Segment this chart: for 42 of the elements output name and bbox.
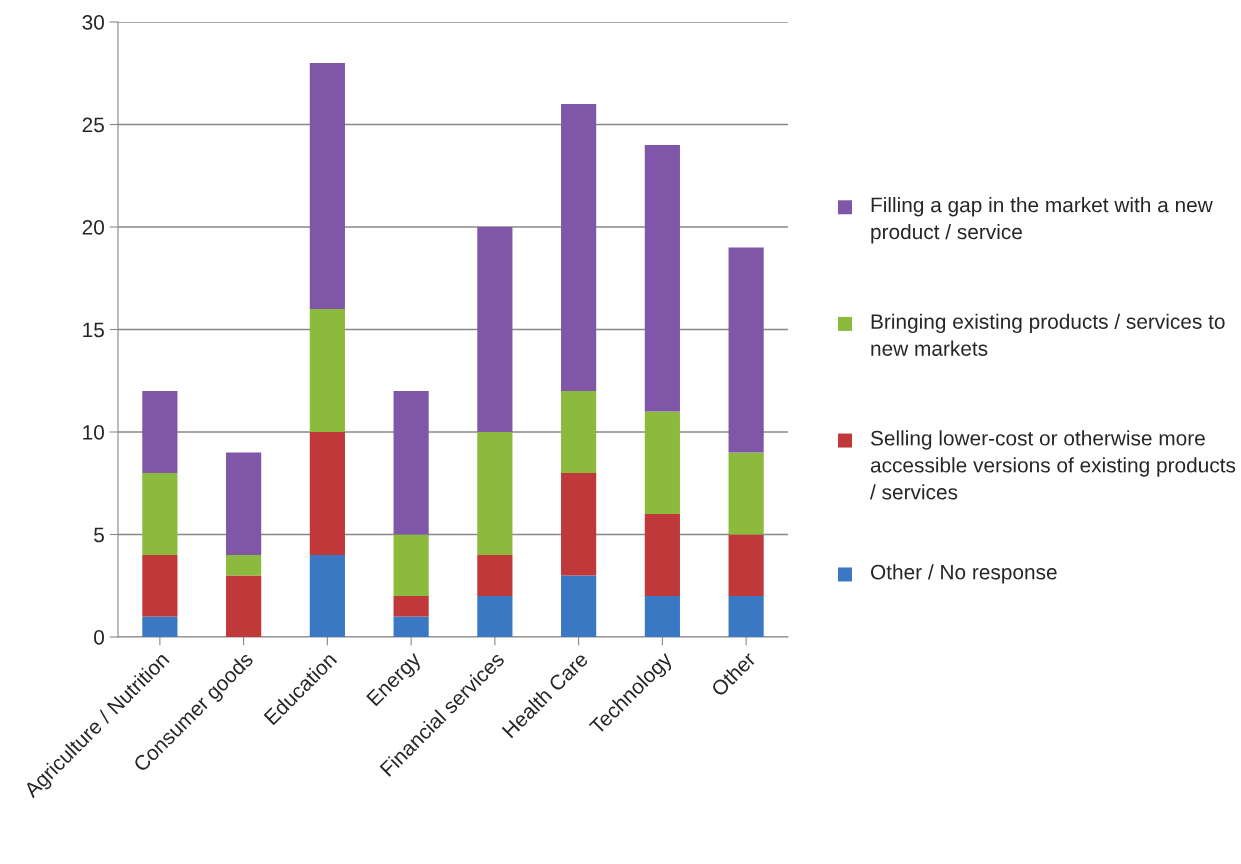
- y-tick-label: 10: [83, 425, 104, 440]
- bar: [728, 452, 764, 535]
- legend-label: Bringing existing products / services to new markets: [871, 313, 1225, 356]
- legend-label: Selling lower-cost or otherwise more accessible versions of existing products / services: [870, 430, 1236, 500]
- bar: [142, 391, 178, 473]
- bar: [393, 596, 429, 617]
- bar: [393, 534, 429, 596]
- bar: [309, 432, 345, 555]
- bar: [142, 555, 178, 617]
- bar: [309, 63, 345, 309]
- bar: [644, 411, 680, 514]
- y-tick-label: 0: [94, 630, 104, 645]
- bar: [393, 391, 429, 535]
- bar: [561, 391, 597, 473]
- bar: [226, 575, 262, 637]
- bar: [226, 452, 262, 555]
- legend-label: Filling a gap in the market with a new product / service: [871, 196, 1213, 244]
- bar: [728, 247, 764, 453]
- y-tick-label: 30: [82, 15, 104, 30]
- y-tick-label: 15: [83, 322, 104, 338]
- bar: [644, 145, 680, 412]
- bar: [477, 596, 513, 637]
- bar: [644, 514, 680, 596]
- y-tick-label: 5: [94, 527, 104, 543]
- bar: [728, 534, 764, 596]
- bar: [477, 555, 513, 596]
- bar: [393, 616, 429, 637]
- bar: [477, 227, 513, 432]
- bar: [561, 473, 597, 576]
- bar: [644, 596, 680, 637]
- bar: [728, 596, 764, 637]
- bar: [142, 473, 178, 555]
- y-tick-label: 20: [82, 220, 104, 235]
- bar: [309, 555, 345, 637]
- bar: [309, 309, 345, 432]
- bar: [477, 432, 513, 555]
- bar: [561, 104, 597, 391]
- bar: [226, 555, 262, 576]
- legend-label: Other / No response: [870, 564, 1057, 584]
- bar: [142, 616, 178, 637]
- y-tick-label: 25: [82, 117, 104, 133]
- bar: [561, 575, 597, 637]
